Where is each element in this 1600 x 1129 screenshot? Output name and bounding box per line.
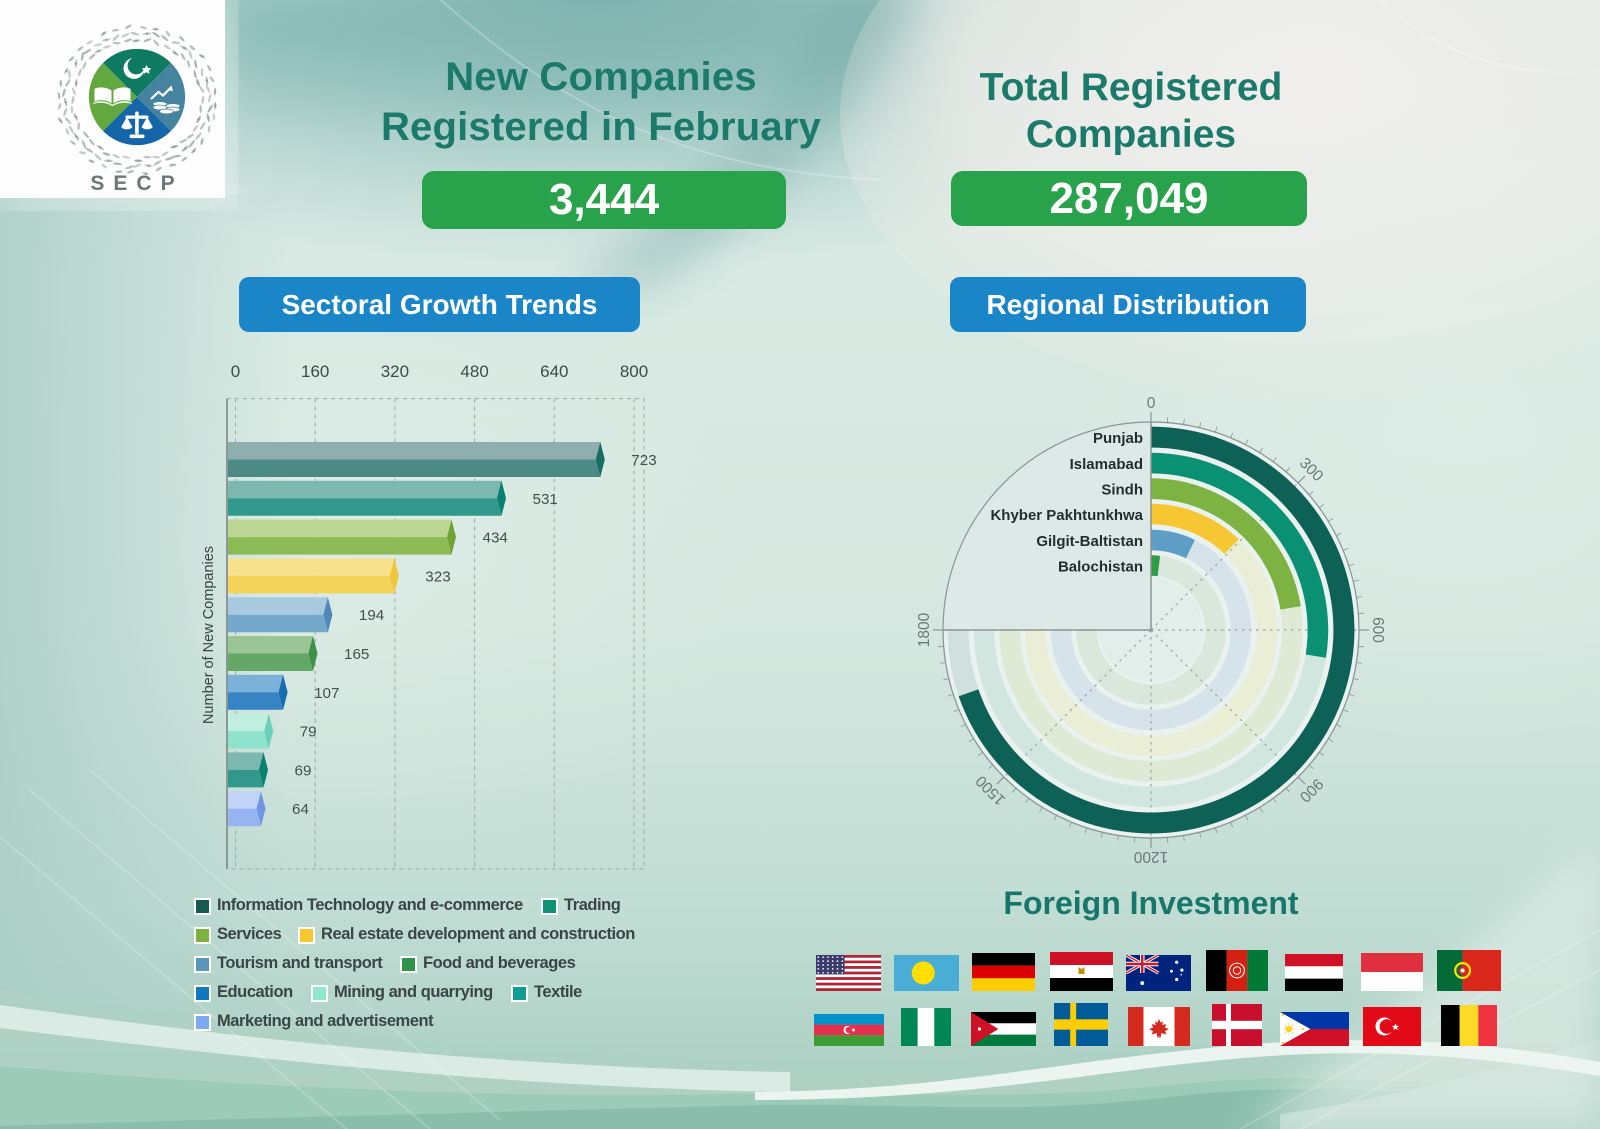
svg-text:723: 723: [631, 452, 656, 469]
svg-text:Khyber Pakhtunkhwa: Khyber Pakhtunkhwa: [990, 507, 1143, 524]
svg-text:0: 0: [231, 362, 240, 381]
svg-text:79: 79: [300, 724, 317, 741]
svg-text:323: 323: [425, 568, 450, 585]
svg-text:600: 600: [1369, 617, 1386, 643]
svg-text:Number of New Companies: Number of New Companies: [201, 546, 217, 724]
svg-text:64: 64: [292, 801, 309, 818]
svg-text:0: 0: [1147, 395, 1156, 412]
svg-text:Punjab: Punjab: [1093, 430, 1143, 447]
svg-text:640: 640: [540, 362, 568, 381]
svg-text:Gilgit-Baltistan: Gilgit-Baltistan: [1036, 533, 1143, 550]
svg-text:107: 107: [314, 685, 339, 702]
svg-text:69: 69: [295, 762, 312, 779]
svg-text:SECP: SECP: [90, 172, 183, 195]
svg-text:160: 160: [301, 362, 329, 381]
svg-text:1800: 1800: [916, 612, 933, 647]
svg-text:480: 480: [460, 362, 488, 381]
svg-text:320: 320: [381, 362, 409, 381]
svg-text:165: 165: [344, 646, 369, 663]
svg-text:194: 194: [359, 607, 384, 624]
svg-text:434: 434: [483, 530, 508, 547]
svg-text:Balochistan: Balochistan: [1058, 559, 1143, 576]
svg-text:Sindh: Sindh: [1101, 482, 1143, 499]
svg-text:531: 531: [533, 491, 558, 508]
svg-text:1200: 1200: [1133, 848, 1168, 865]
svg-text:800: 800: [620, 362, 648, 381]
svg-text:Islamabad: Islamabad: [1070, 456, 1143, 473]
